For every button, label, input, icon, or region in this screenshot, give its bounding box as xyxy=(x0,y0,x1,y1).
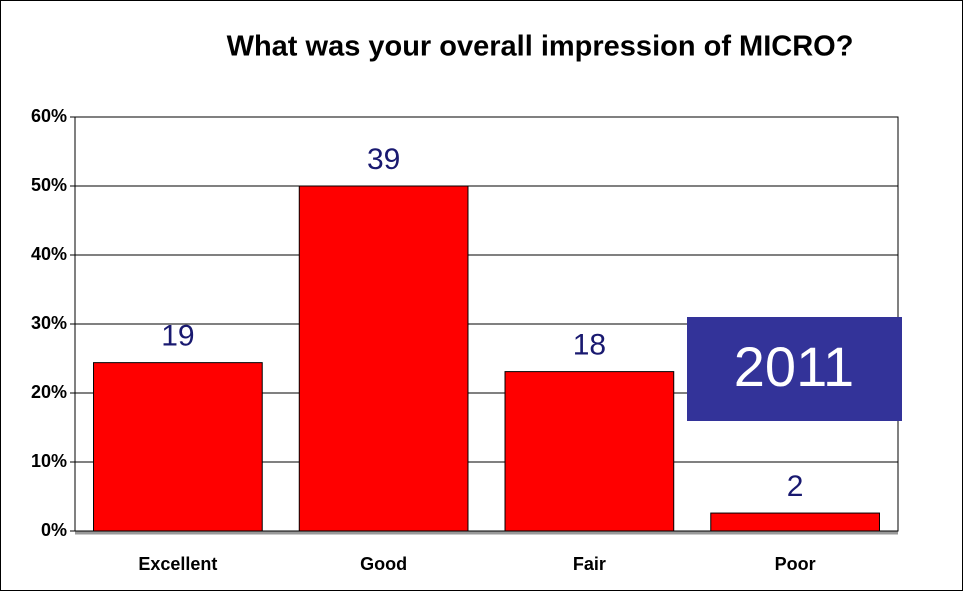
bar xyxy=(710,512,880,532)
x-tick-label: Good xyxy=(360,554,407,574)
annotation: 2011 xyxy=(734,335,854,398)
x-tick-label: Poor xyxy=(775,554,816,574)
y-tick-label: 30% xyxy=(31,313,67,333)
y-tick-label: 40% xyxy=(31,244,67,264)
bar xyxy=(298,185,469,532)
y-tick-label: 20% xyxy=(31,382,67,402)
y-tick-label: 0% xyxy=(41,520,67,540)
data-label: 39 xyxy=(367,143,400,176)
x-tick-label: Excellent xyxy=(138,554,217,574)
data-label: 2 xyxy=(787,470,804,503)
annotation-box xyxy=(687,317,902,421)
bar xyxy=(93,362,263,532)
chart-title: What was your overall impression of MICR… xyxy=(227,31,854,63)
data-label: 19 xyxy=(161,320,194,353)
bar xyxy=(504,371,675,532)
data-label: 18 xyxy=(573,329,606,362)
y-tick-label: 10% xyxy=(31,451,67,471)
y-tick-label: 50% xyxy=(31,175,67,195)
y-tick-label: 60% xyxy=(31,106,67,126)
x-tick-label: Fair xyxy=(573,554,606,574)
